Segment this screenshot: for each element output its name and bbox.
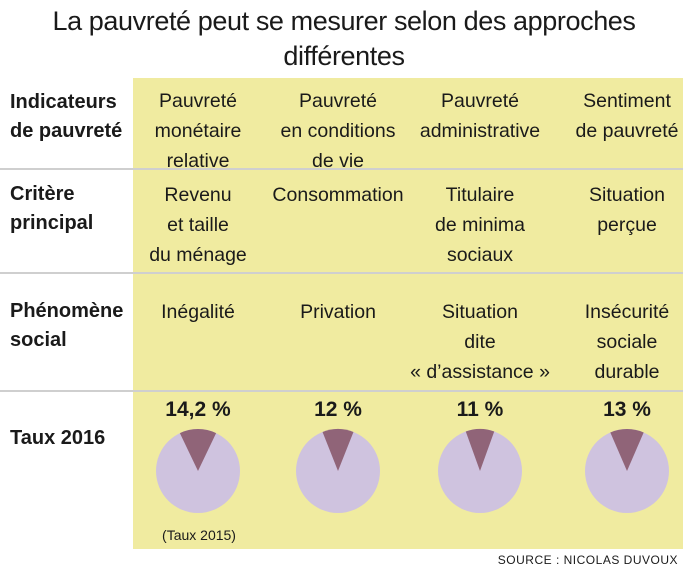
pie-chart-1 (156, 429, 240, 513)
criterion-cell-3: Titulaire de minima sociaux (410, 180, 550, 270)
row-label-criterion-line-1: Critère (10, 183, 75, 205)
phenomenon-cell-4: Insécurité sociale durable (557, 297, 688, 387)
indicator-cell-2-line-1: Pauvreté (298, 90, 378, 112)
indicator-cell-2: Pauvreté en conditions de vie (268, 86, 408, 176)
indicator-cell-1-line-3: relative (166, 150, 230, 172)
pie-slice-4 (610, 428, 644, 471)
pie-slice-2 (322, 429, 354, 471)
rate-label-1: 14,2 % (165, 398, 231, 421)
source-credit: SOURCE : NICOLAS DUVOUX (497, 553, 678, 567)
indicator-cell-2-line-3: de vie (311, 150, 365, 172)
pie-slice-3 (465, 428, 495, 471)
phenomenon-cell-3-line-1: Situation (442, 301, 518, 323)
row-label-criterion: Critère principal (10, 180, 93, 238)
rate-2015-note: (Taux 2015) (162, 527, 236, 543)
criterion-cell-3-line-2: de minima (435, 214, 525, 236)
phenomenon-cell-2: Privation (268, 297, 408, 327)
criterion-cell-1-line-3: du ménage (149, 244, 247, 266)
phenomenon-cell-3-line-2: dite (464, 331, 496, 353)
indicator-cell-1: Pauvreté monétaire relative (128, 86, 268, 176)
phenomenon-cell-1-line-1: Inégalité (161, 301, 235, 323)
indicator-cell-4-line-2: de pauvreté (575, 120, 679, 142)
row-label-criterion-line-2: principal (10, 212, 94, 234)
rate-label-3: 11 % (456, 398, 504, 421)
phenomenon-cell-3: Situation dite « d’assistance » (410, 297, 550, 387)
title-line-1: La pauvreté peut se mesurer selon des ap… (52, 6, 636, 36)
criterion-cell-2-line-1: Consommation (272, 184, 404, 206)
rate-label-2: 12 % (314, 398, 362, 421)
phenomenon-cell-4-line-1: Insécurité (584, 301, 670, 323)
criterion-cell-4-line-1: Situation (589, 184, 665, 206)
indicator-cell-3: Pauvreté administrative (410, 86, 550, 146)
criterion-cell-1: Revenu et taille du ménage (128, 180, 268, 270)
row-label-rate: Taux 2016 (10, 427, 106, 449)
row-label-phenomenon-line-2: social (10, 329, 67, 351)
row-divider-1 (0, 168, 683, 170)
phenomenon-cell-4-line-3: durable (594, 361, 660, 383)
row-divider-2 (0, 272, 683, 274)
row-label-phenomenon: Phénomène social (10, 297, 123, 355)
row-divider-3 (0, 390, 683, 392)
pie-chart-3 (438, 428, 522, 513)
indicator-cell-3-line-1: Pauvreté (440, 90, 520, 112)
rate-label-4: 13 % (603, 398, 651, 421)
pie-chart-2 (296, 429, 380, 513)
criterion-cell-3-line-1: Titulaire (445, 184, 515, 206)
row-label-indicators-line-2: de pauvreté (10, 120, 123, 142)
criterion-cell-1-line-1: Revenu (164, 184, 232, 206)
pie-chart-4 (585, 428, 669, 513)
indicator-cell-1-line-1: Pauvreté (158, 90, 238, 112)
indicator-cell-4-line-1: Sentiment (583, 90, 671, 112)
row-label-indicators: Indicateurs de pauvreté (10, 88, 122, 146)
criterion-cell-4: Situation perçue (557, 180, 688, 240)
criterion-cell-4-line-2: perçue (597, 214, 657, 236)
criterion-cell-2: Consommation (268, 180, 408, 210)
indicator-cell-3-line-2: administrative (419, 120, 541, 142)
row-label-phenomenon-line-1: Phénomène (10, 300, 124, 322)
row-label-indicators-line-1: Indicateurs (10, 91, 117, 113)
criterion-cell-1-line-2: et taille (167, 214, 229, 236)
phenomenon-cell-2-line-1: Privation (300, 301, 376, 323)
indicator-cell-4: Sentiment de pauvreté (557, 86, 688, 146)
phenomenon-cell-1: Inégalité (128, 297, 268, 327)
phenomenon-cell-4-line-2: sociale (596, 331, 658, 353)
criterion-cell-3-line-3: sociaux (446, 244, 514, 266)
indicator-cell-2-line-2: en conditions (280, 120, 396, 142)
pie-slice-1 (179, 429, 217, 471)
phenomenon-cell-3-line-3: « d’assistance » (410, 361, 550, 383)
title-line-2: différentes (283, 41, 405, 71)
indicator-cell-1-line-2: monétaire (154, 120, 242, 142)
